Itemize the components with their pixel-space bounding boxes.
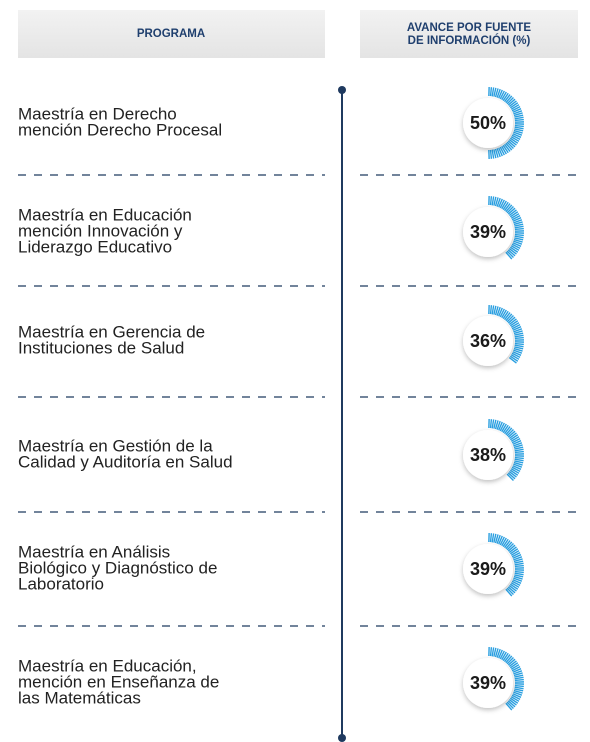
gauge-center <box>463 207 513 257</box>
program-name: Calidad y Auditoría en Salud <box>18 452 233 471</box>
gauge-center <box>463 544 513 594</box>
header-progress: AVANCE POR FUENTE <box>407 22 531 34</box>
gauge-center <box>463 658 513 708</box>
percent-label: 50% <box>470 113 506 133</box>
gauge-center <box>463 98 513 148</box>
percent-label: 36% <box>470 331 506 351</box>
program-name: Maestría en Gestión de la <box>18 436 213 455</box>
gauge <box>488 304 525 364</box>
program-name: mención en Enseñanza de <box>18 672 219 691</box>
program-name: Liderazgo Educativo <box>18 237 172 256</box>
timeline-dot <box>338 86 346 94</box>
program-name: las Matemáticas <box>18 688 141 707</box>
program-name: Instituciones de Salud <box>18 338 184 357</box>
timeline-dot <box>338 734 346 742</box>
header-box <box>18 10 325 58</box>
gauge-center <box>463 316 513 366</box>
program-name: Maestría en Análisis <box>18 542 170 561</box>
program-name: Maestría en Educación <box>18 205 192 224</box>
percent-label: 39% <box>470 673 506 693</box>
program-name: Biológico y Diagnóstico de <box>18 558 217 577</box>
header-program: PROGRAMA <box>137 28 205 40</box>
gauge <box>488 646 525 711</box>
percent-label: 39% <box>470 222 506 242</box>
gauge <box>488 532 525 597</box>
header-progress: DE INFORMACIÓN (%) <box>408 34 531 47</box>
percent-label: 39% <box>470 559 506 579</box>
gauge <box>488 418 525 481</box>
gauge <box>488 86 525 160</box>
program-name: Maestría en Educación, <box>18 656 197 675</box>
program-name: Maestría en Gerencia de <box>18 322 205 341</box>
gauge <box>488 195 525 260</box>
program-name: Maestría en Derecho <box>18 104 177 123</box>
header-box <box>360 10 578 58</box>
percent-label: 38% <box>470 445 506 465</box>
program-name: mención Derecho Procesal <box>18 120 222 139</box>
program-name: Laboratorio <box>18 574 104 593</box>
gauge-center <box>463 430 513 480</box>
program-name: mención Innovación y <box>18 221 183 240</box>
